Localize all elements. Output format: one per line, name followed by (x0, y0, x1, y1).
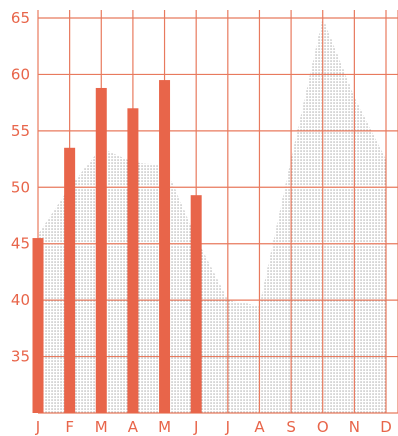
x-tick-label: F (65, 418, 74, 436)
area-series (38, 18, 386, 413)
y-tick-label: 55 (11, 122, 30, 140)
x-tick-label: A (254, 418, 265, 436)
y-tick-label: 65 (11, 9, 30, 27)
area-layer (38, 18, 386, 413)
x-tick-label: M (95, 418, 108, 436)
y-tick-label: 50 (11, 178, 30, 196)
x-tick-label: M (158, 418, 171, 436)
x-tick-label: J (35, 418, 40, 436)
bar-a-3 (127, 108, 139, 414)
x-tick-label: N (349, 418, 360, 436)
label-layer: 35 40 45 50 55 60 65 J F M A M J J A S O N D (11, 9, 392, 436)
bar-f-1 (64, 147, 76, 414)
y-tick-label: 40 (11, 291, 30, 309)
x-tick-label: J (193, 418, 198, 436)
x-tick-label: A (128, 418, 139, 436)
x-tick-label: J (225, 418, 230, 436)
x-tick-label: O (317, 418, 329, 436)
y-tick-label: 60 (11, 65, 30, 83)
y-tick-label: 35 (11, 348, 30, 366)
bar-j-5 (190, 195, 202, 413)
x-tick-label: S (286, 418, 296, 436)
bar-m-2 (95, 87, 107, 413)
bar-j-0 (32, 238, 44, 413)
x-tick-label: D (380, 418, 392, 436)
bar-layer (32, 80, 202, 414)
bar-m-4 (159, 80, 171, 414)
y-tick-label: 45 (11, 235, 30, 253)
